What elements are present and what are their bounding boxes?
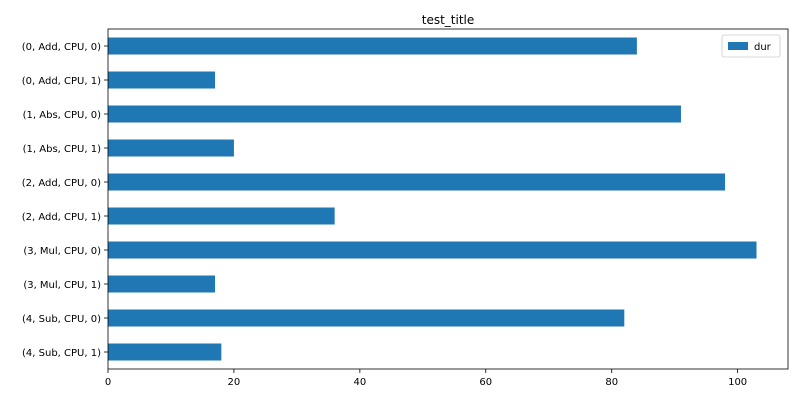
y-tick-label: (4, Sub, CPU, 1) bbox=[22, 348, 101, 359]
y-tick-label: (2, Add, CPU, 1) bbox=[22, 212, 101, 223]
x-tick-label: 20 bbox=[228, 377, 241, 388]
x-tick-label: 0 bbox=[105, 377, 111, 388]
y-tick-label: (3, Mul, CPU, 0) bbox=[23, 246, 101, 257]
x-tick-label: 60 bbox=[479, 377, 492, 388]
bar bbox=[108, 139, 234, 157]
y-tick-label: (0, Add, CPU, 0) bbox=[22, 42, 101, 53]
y-tick-label: (1, Abs, CPU, 1) bbox=[23, 144, 101, 155]
legend-swatch bbox=[728, 42, 748, 50]
chart-title: test_title bbox=[422, 13, 475, 27]
plot-frame bbox=[107, 28, 789, 370]
y-tick-label: (0, Add, CPU, 1) bbox=[22, 76, 101, 87]
bar bbox=[108, 71, 216, 89]
legend-box bbox=[721, 34, 781, 58]
y-tick-label: (1, Abs, CPU, 0) bbox=[23, 110, 101, 121]
y-tick-label: (4, Sub, CPU, 0) bbox=[22, 314, 101, 325]
bar bbox=[108, 37, 637, 55]
y-tick-label: (2, Add, CPU, 0) bbox=[22, 178, 101, 189]
bar bbox=[108, 275, 216, 293]
y-tick-label: (3, Mul, CPU, 1) bbox=[23, 280, 101, 291]
bar bbox=[108, 343, 222, 361]
bar bbox=[108, 105, 681, 123]
x-tick-label: 100 bbox=[728, 377, 747, 388]
bar bbox=[108, 173, 726, 191]
bar bbox=[108, 241, 757, 259]
legend: dur bbox=[721, 34, 781, 58]
legend-label: dur bbox=[754, 42, 772, 53]
x-tick-label: 80 bbox=[605, 377, 618, 388]
bar bbox=[108, 309, 625, 327]
x-tick-label: 40 bbox=[353, 377, 366, 388]
bar bbox=[108, 207, 335, 225]
